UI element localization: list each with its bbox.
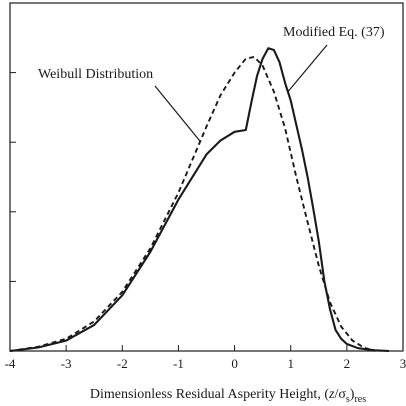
x-tick-label: -1 <box>173 356 184 371</box>
x-tick-label: 2 <box>344 356 351 371</box>
x-tick-label: -4 <box>5 356 16 371</box>
chart-series <box>9 47 390 353</box>
annotation-modified-label: Modified Eq. (37) <box>283 25 385 40</box>
annotation-weibull-label: Weibull Distribution <box>38 67 153 82</box>
plot-frame <box>9 2 404 352</box>
x-axis-label: Dimensionless Residual Asperity Height, … <box>90 387 366 405</box>
series-line-modified-eq-37 <box>9 47 390 353</box>
x-tick-label: -2 <box>117 356 128 371</box>
x-tick-label: 3 <box>400 356 406 371</box>
annotation-weibull-leader <box>154 85 202 143</box>
chart-annotations: Weibull Distribution Modified Eq. (37) <box>38 25 385 143</box>
annotation-modified-leader <box>287 44 328 93</box>
x-tick-label: 0 <box>231 356 238 371</box>
x-tick-label: -3 <box>61 356 72 371</box>
chart-axes: -4 -3 -2 -1 0 1 2 3 <box>5 2 406 371</box>
series-line-weibull-distribution <box>9 55 376 352</box>
x-tick-label: 1 <box>287 356 294 371</box>
